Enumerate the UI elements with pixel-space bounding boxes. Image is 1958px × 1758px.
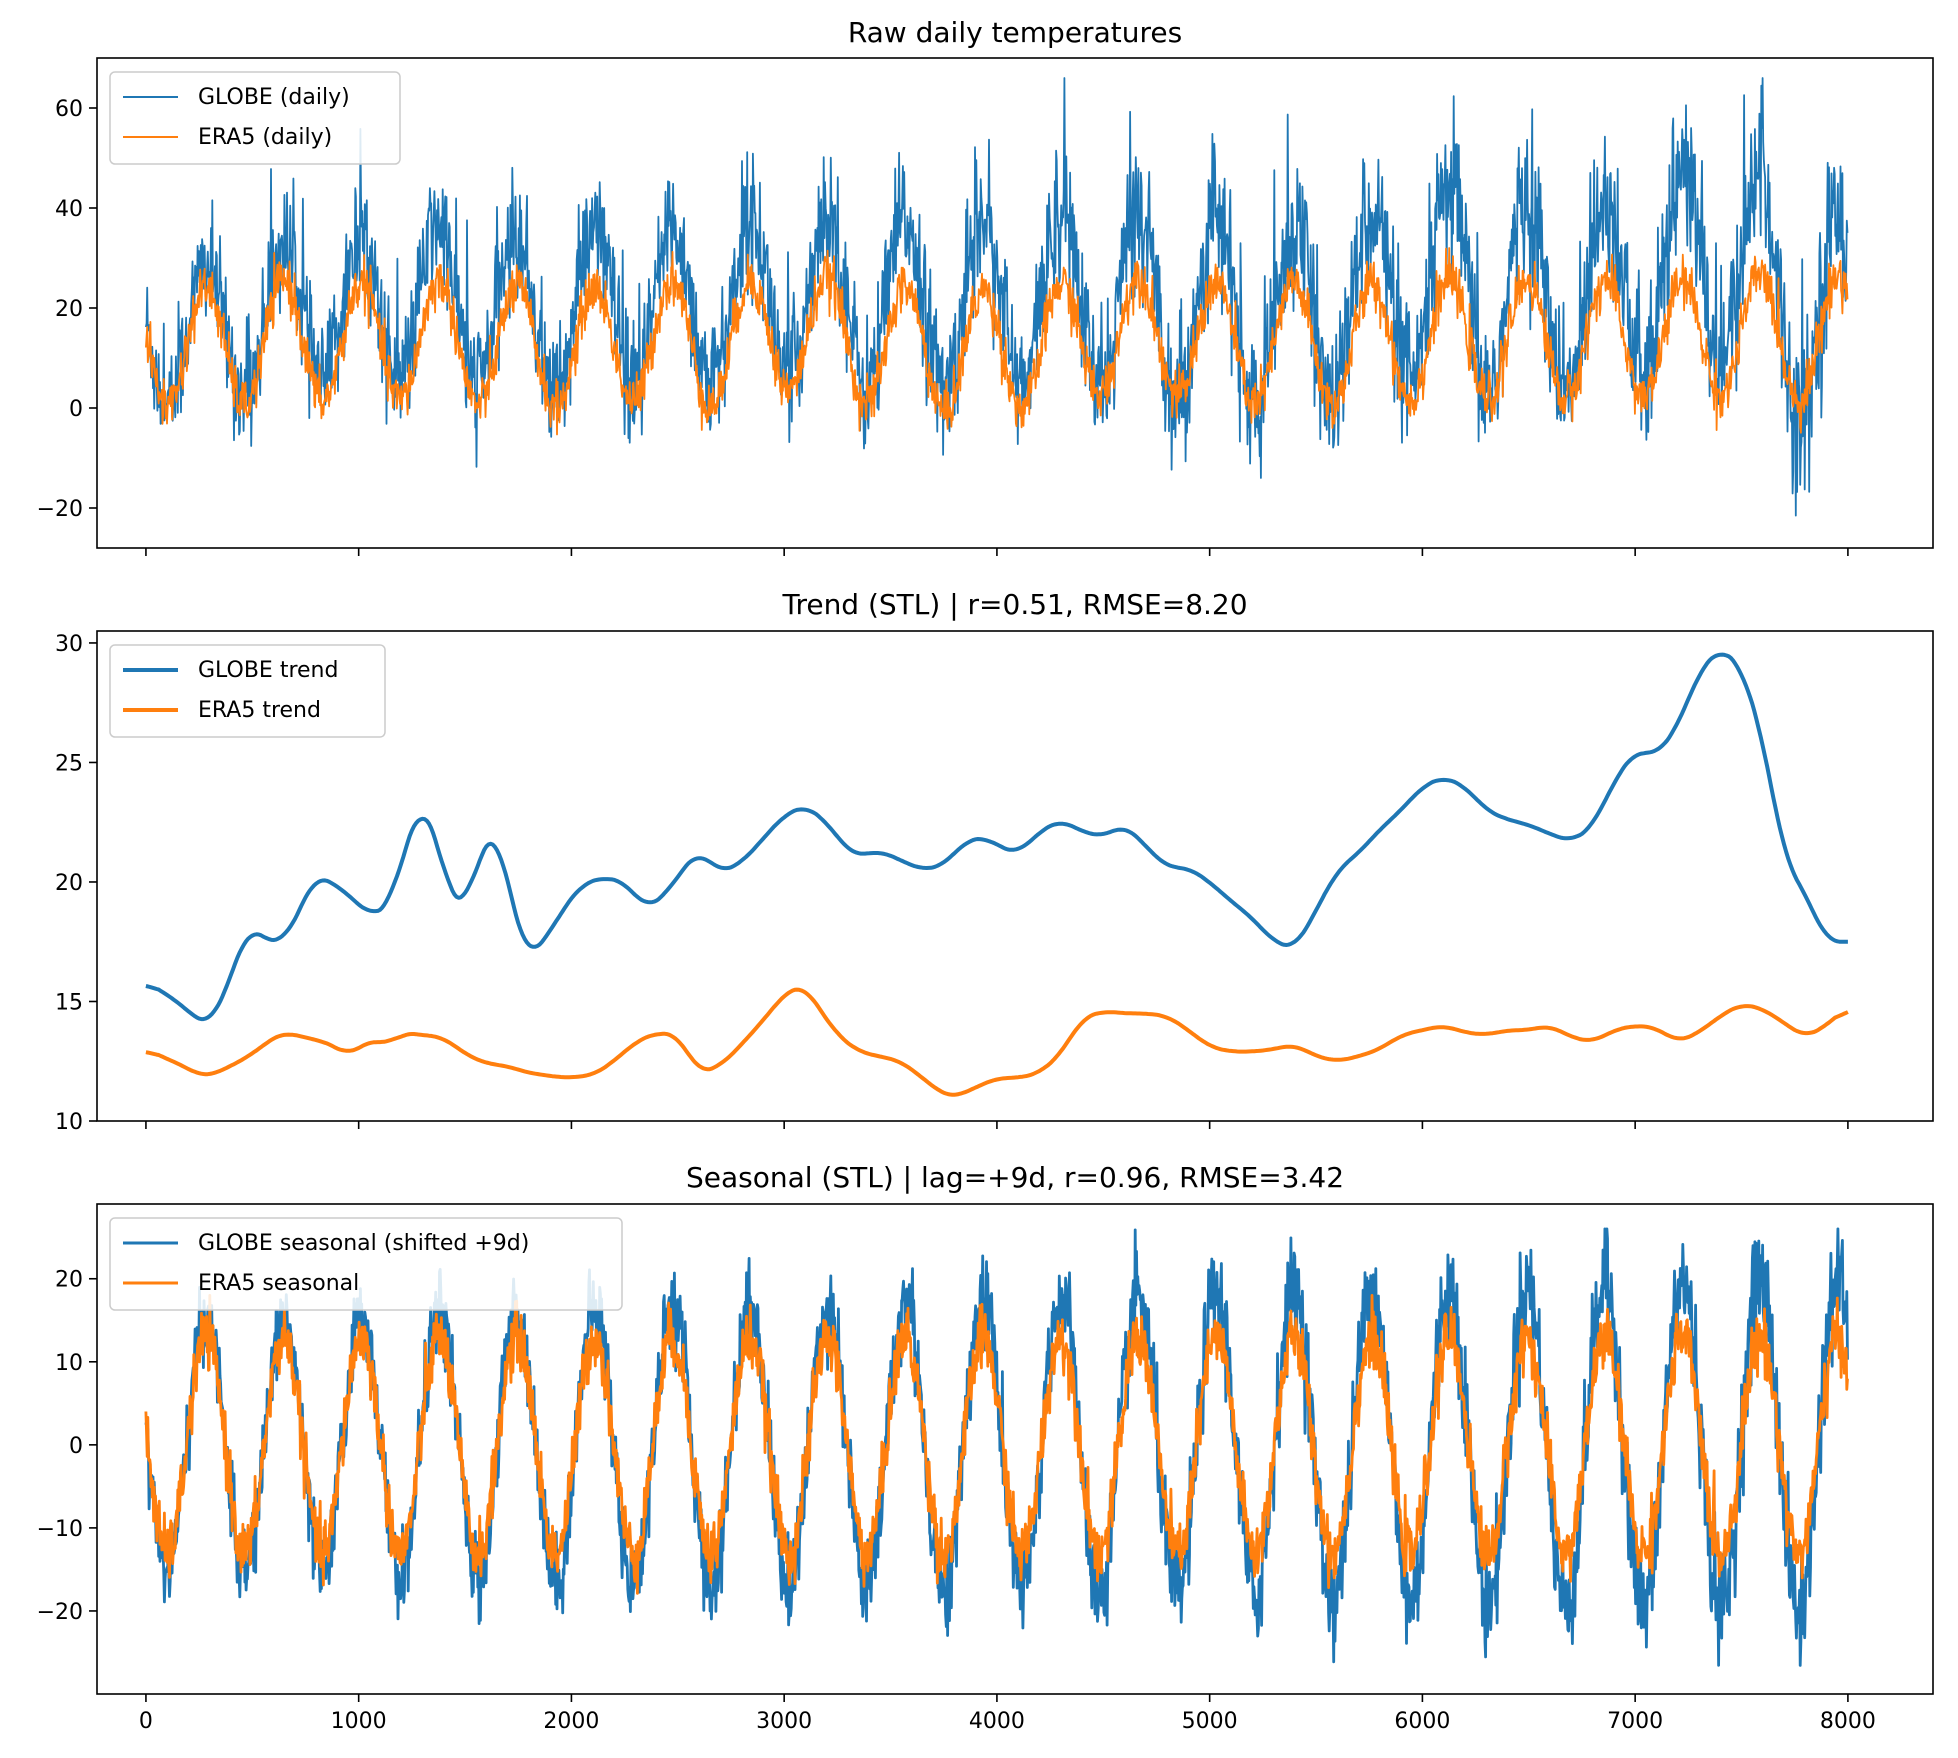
x-axis	[145, 1121, 1849, 1129]
legend: GLOBE seasonal (shifted +9d) ERA5 season…	[109, 1217, 623, 1311]
x-tick-label: 0	[139, 1709, 153, 1734]
legend-label-era5: ERA5 (daily)	[198, 125, 332, 150]
x-tick-label: 4000	[969, 1709, 1025, 1734]
series-line-era5	[145, 987, 1849, 1097]
y-axis: 10 15 20 25 30	[55, 632, 97, 1135]
x-axis: 0 1000 2000 3000 4000 5000 6000 7000 8000	[139, 1694, 1876, 1734]
y-tick-label: 25	[55, 751, 83, 776]
legend-box	[109, 644, 386, 738]
y-tick-label: −10	[37, 1517, 83, 1542]
series-line-era5	[144, 1294, 1849, 1595]
legend-label-era5: ERA5 trend	[198, 698, 321, 723]
y-tick-label: 30	[55, 632, 83, 657]
panel-trend: Trend (STL) | r=0.51, RMSE=8.20 10 15 20 25…	[55, 588, 1934, 1135]
x-tick-label: 5000	[1182, 1709, 1238, 1734]
y-tick-label: 0	[69, 397, 83, 422]
x-tick-label: 2000	[543, 1709, 599, 1734]
legend-label-globe: GLOBE seasonal (shifted +9d)	[198, 1231, 529, 1256]
legend: GLOBE trend ERA5 trend	[109, 644, 386, 738]
y-tick-label: 40	[55, 197, 83, 222]
x-axis	[145, 548, 1849, 556]
y-axis: −20 0 20 40 60	[37, 97, 97, 522]
x-tick-label: 7000	[1607, 1709, 1663, 1734]
y-tick-label: 10	[55, 1110, 83, 1135]
y-tick-label: 15	[55, 990, 83, 1015]
axes-frame	[96, 630, 1934, 1122]
x-tick-label: 8000	[1820, 1709, 1876, 1734]
y-axis: −20 −10 0 10 20	[37, 1268, 97, 1625]
axes-frame	[96, 57, 1934, 549]
panel-seasonal: Seasonal (STL) | lag=+9d, r=0.96, RMSE=3…	[37, 1161, 1934, 1734]
panel-title: Seasonal (STL) | lag=+9d, r=0.96, RMSE=3…	[686, 1161, 1344, 1194]
y-tick-label: −20	[37, 1600, 83, 1625]
panel-raw-temperatures: Raw daily temperatures −20 0 20 40 60 GLOBE …	[37, 16, 1934, 556]
y-tick-label: 20	[55, 1268, 83, 1293]
y-tick-label: 10	[55, 1351, 83, 1376]
axes-frame	[96, 1203, 1934, 1695]
x-tick-label: 1000	[331, 1709, 387, 1734]
y-tick-label: 20	[55, 871, 83, 896]
series-line-globe	[145, 77, 1849, 517]
legend-label-era5: ERA5 seasonal	[198, 1271, 359, 1296]
y-tick-label: 60	[55, 97, 83, 122]
y-tick-label: 0	[69, 1434, 83, 1459]
y-tick-label: 20	[55, 297, 83, 322]
legend-label-globe: GLOBE (daily)	[198, 85, 350, 110]
plot-area	[144, 1227, 1849, 1667]
x-tick-label: 6000	[1394, 1709, 1450, 1734]
y-tick-label: −20	[37, 497, 83, 522]
series-line-globe	[145, 652, 1848, 1022]
series-line-globe	[144, 1227, 1849, 1667]
series-line-era5	[145, 247, 1849, 436]
legend-label-globe: GLOBE trend	[198, 658, 338, 683]
x-tick-label: 3000	[756, 1709, 812, 1734]
panel-title: Raw daily temperatures	[848, 16, 1182, 49]
legend: GLOBE (daily) ERA5 (daily)	[109, 71, 401, 165]
plot-area	[145, 77, 1849, 517]
panel-title: Trend (STL) | r=0.51, RMSE=8.20	[781, 588, 1247, 621]
legend-box	[109, 1217, 623, 1311]
plot-area	[145, 652, 1849, 1097]
legend-box	[109, 71, 401, 165]
